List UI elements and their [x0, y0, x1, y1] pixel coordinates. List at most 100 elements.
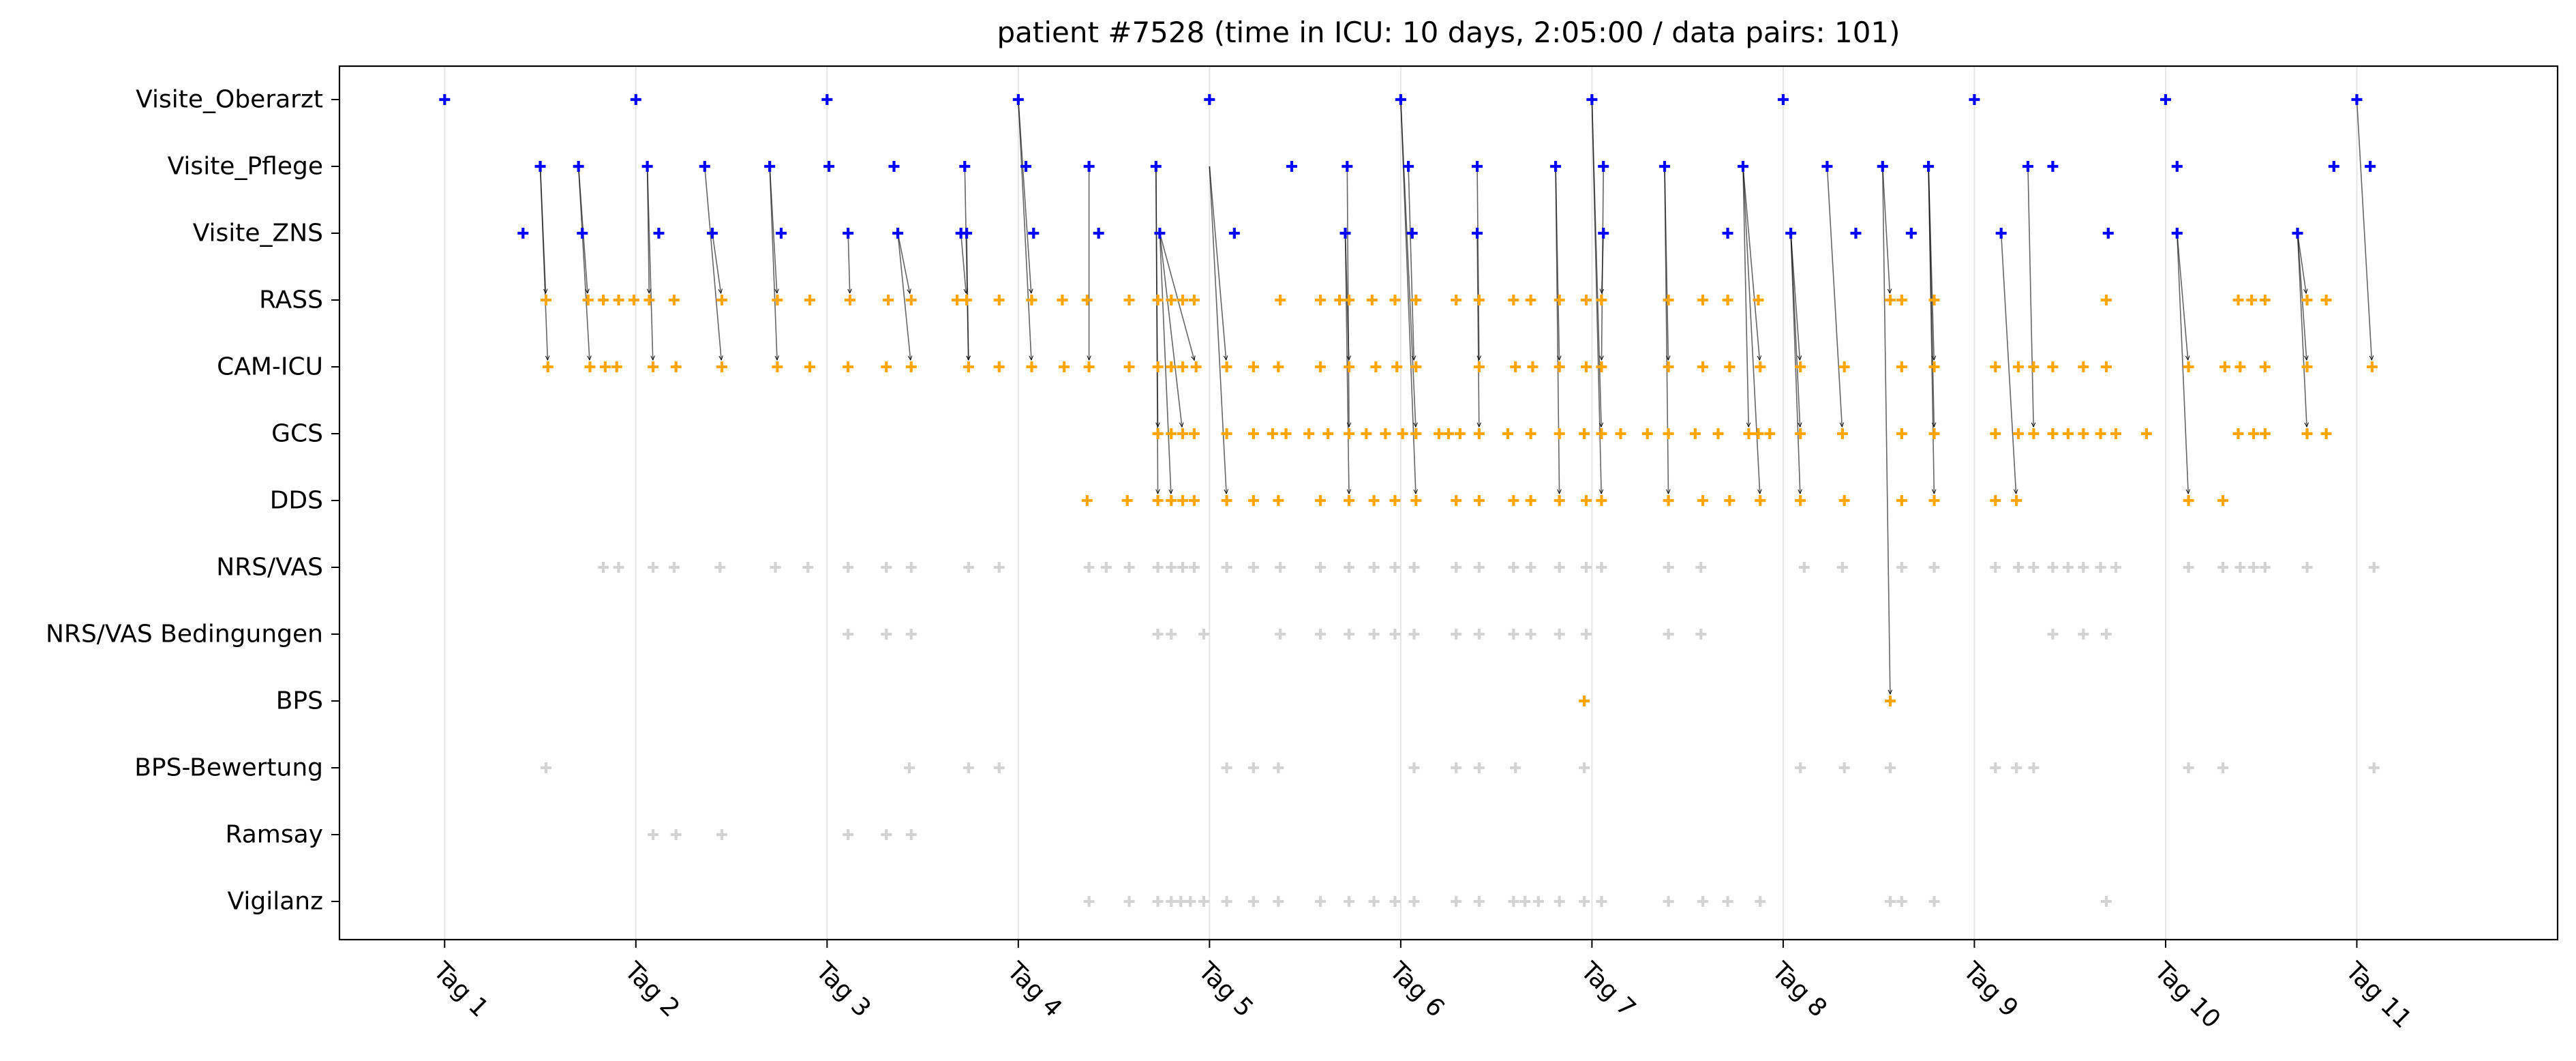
marker-rass	[1026, 295, 1037, 305]
marker-bps-bewertung	[1451, 762, 1462, 773]
marker-nrs-vas	[1508, 562, 1519, 573]
marker-vigilanz	[1928, 896, 1940, 907]
marker-rass	[905, 295, 917, 305]
marker-cam-icu	[963, 361, 974, 372]
marker-nrs-vas	[1580, 562, 1592, 573]
marker-rass	[1081, 295, 1093, 305]
marker-visite-oberarzt	[2160, 94, 2171, 105]
pairing-arrow	[1742, 166, 1759, 360]
marker-bps-bewertung	[2368, 762, 2380, 773]
marker-rass	[1580, 295, 1592, 305]
marker-visite-zns	[1154, 228, 1166, 239]
pairing-arrow	[1344, 233, 1349, 360]
marker-cam-icu	[584, 361, 596, 372]
marker-visite-pflege	[2022, 161, 2033, 172]
y-tick-label: DDS	[270, 487, 323, 515]
marker-gcs	[1764, 428, 1776, 439]
marker-bps-bewertung	[2028, 762, 2040, 773]
marker-vigilanz	[1152, 896, 1164, 907]
marker-bps-bewertung	[2217, 762, 2229, 773]
pairing-arrow	[769, 166, 777, 360]
marker-rass	[1697, 295, 1709, 305]
marker-nrs-vas-bedingungen	[1315, 629, 1327, 640]
y-tick-label: BPS-Bewertung	[134, 754, 323, 782]
pairing-arrow	[2297, 233, 2307, 427]
marker-nrs-vas-bedingungen	[1344, 629, 1355, 640]
marker-visite-zns	[1905, 228, 1917, 239]
marker-visite-pflege	[1472, 161, 1483, 172]
marker-cam-icu	[611, 361, 622, 372]
marker-rass	[2301, 295, 2313, 305]
marker-nrs-vas	[1123, 562, 1135, 573]
marker-nrs-vas	[613, 562, 624, 573]
marker-dds	[1663, 495, 1674, 506]
marker-vigilanz	[1532, 896, 1544, 907]
marker-vigilanz	[1344, 896, 1355, 907]
marker-rass	[772, 295, 783, 305]
marker-gcs	[1267, 428, 1278, 439]
marker-cam-icu	[905, 361, 917, 372]
marker-cam-icu	[2234, 361, 2246, 372]
marker-nrs-vas	[905, 562, 917, 573]
marker-nrs-vas	[1152, 562, 1164, 573]
marker-nrs-vas	[770, 562, 781, 573]
marker-gcs	[1473, 428, 1485, 439]
marker-visite-oberarzt	[1204, 94, 1215, 105]
marker-ramsay	[905, 829, 917, 840]
marker-cam-icu	[1527, 361, 1539, 372]
marker-bps-bewertung	[2011, 762, 2022, 773]
marker-nrs-vas-bedingungen	[1695, 629, 1707, 640]
marker-vigilanz	[1273, 896, 1284, 907]
marker-gcs	[2110, 428, 2122, 439]
marker-dds	[1121, 495, 1133, 506]
marker-nrs-vas	[2095, 562, 2106, 573]
marker-bps-bewertung	[963, 762, 974, 773]
marker-rass	[1334, 295, 1346, 305]
marker-nrs-vas-bedingungen	[1663, 629, 1674, 640]
marker-gcs	[1896, 428, 1907, 439]
marker-bps-bewertung	[1990, 762, 2001, 773]
marker-visite-zns	[1228, 228, 1240, 239]
marker-visite-pflege	[641, 161, 653, 172]
marker-rass	[716, 295, 728, 305]
marker-gcs	[1554, 428, 1565, 439]
marker-cam-icu	[1083, 361, 1095, 372]
marker-cam-icu	[1510, 361, 1521, 372]
marker-cam-icu	[1724, 361, 1736, 372]
marker-gcs	[2247, 428, 2259, 439]
marker-bps-bewertung	[903, 762, 915, 773]
marker-dds	[1473, 495, 1485, 506]
marker-nrs-vas-bedingungen	[843, 629, 854, 640]
marker-visite-oberarzt	[1395, 94, 1406, 105]
marker-nrs-vas-bedingungen	[1198, 629, 1209, 640]
marker-visite-zns	[1598, 228, 1609, 239]
marker-gcs	[2012, 428, 2024, 439]
marker-nrs-vas	[2301, 562, 2313, 573]
marker-nrs-vas-bedingungen	[1451, 629, 1462, 640]
pairing-arrow	[1408, 166, 1414, 360]
marker-nrs-vas	[1177, 562, 1189, 573]
marker-vigilanz	[1451, 896, 1462, 907]
marker-nrs-vas	[1083, 562, 1095, 573]
marker-gcs	[1596, 428, 1607, 439]
marker-bps-bewertung	[993, 762, 1005, 773]
marker-bps-bewertung	[1247, 762, 1259, 773]
marker-cam-icu	[1838, 361, 1850, 372]
marker-nrs-vas-bedingungen	[1508, 629, 1519, 640]
pairing-arrow	[1790, 233, 1800, 427]
pairing-arrow	[897, 233, 910, 293]
pairing-arrow	[1159, 233, 1194, 360]
marker-visite-zns	[892, 228, 904, 239]
marker-rass	[668, 295, 680, 305]
marker-visite-zns	[577, 228, 588, 239]
marker-rass	[1389, 295, 1401, 305]
marker-nrs-vas	[2217, 562, 2229, 573]
marker-cam-icu	[1166, 361, 1177, 372]
pairing-arrow	[703, 166, 721, 360]
pairing-arrow	[1476, 233, 1479, 427]
marker-cam-icu	[1247, 361, 1259, 372]
marker-gcs	[1443, 428, 1454, 439]
pairing-arrow	[1742, 166, 1760, 494]
marker-rass	[1663, 295, 1674, 305]
marker-cam-icu	[1344, 361, 1355, 372]
